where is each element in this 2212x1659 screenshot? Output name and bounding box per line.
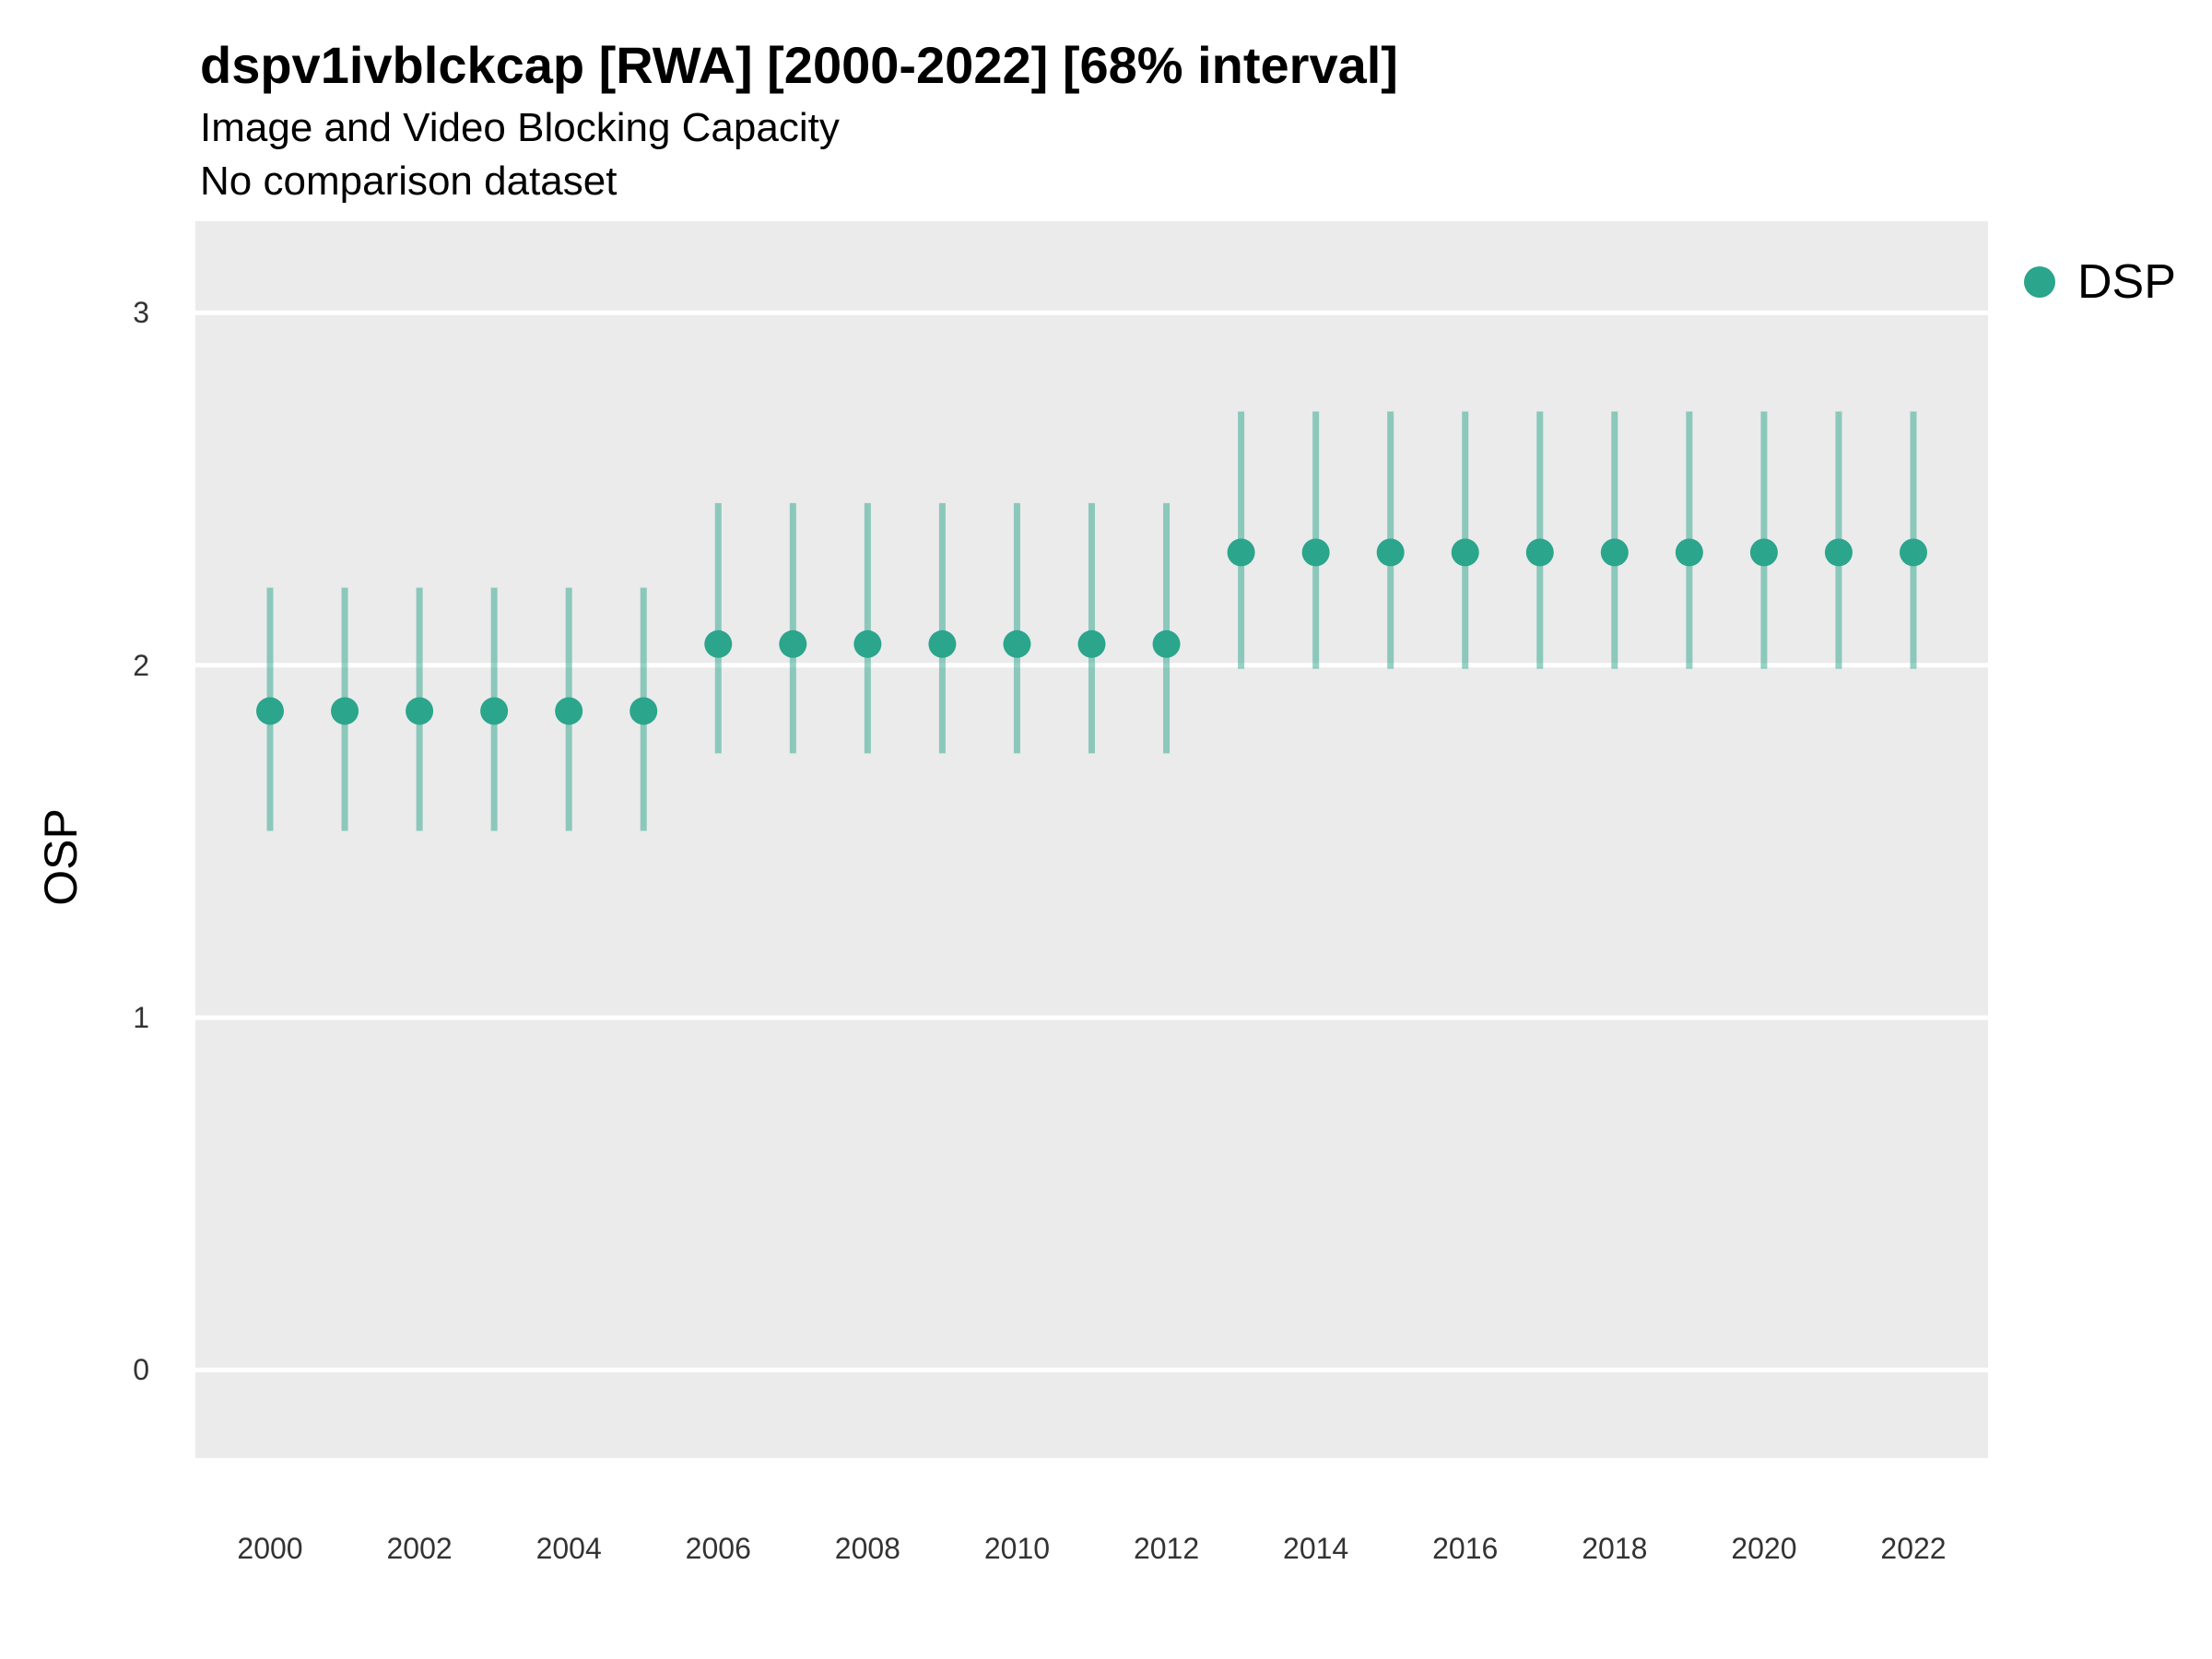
- plot-panel: [195, 221, 1988, 1458]
- legend-label: DSP: [2077, 255, 2176, 309]
- x-tick-label-2014: 2014: [1283, 1532, 1349, 1565]
- x-tick-label-2006: 2006: [685, 1532, 751, 1565]
- data-point-2000: [256, 697, 284, 725]
- x-tick-label-2000: 2000: [237, 1532, 303, 1565]
- x-tick-label-2018: 2018: [1582, 1532, 1648, 1565]
- data-point-2009: [928, 629, 957, 658]
- data-point-2012: [1152, 629, 1181, 658]
- data-point-2005: [629, 697, 658, 725]
- data-point-2013: [1227, 538, 1255, 567]
- legend-point-swatch: [2024, 266, 2055, 298]
- plot-svg: [195, 310, 1988, 1372]
- data-point-2002: [406, 697, 434, 725]
- y-tick-label-0: 0: [133, 1353, 149, 1387]
- data-point-2015: [1376, 538, 1405, 567]
- data-point-2008: [853, 629, 882, 658]
- data-point-2021: [1824, 538, 1853, 567]
- data-point-2017: [1525, 538, 1554, 567]
- x-tick-label-2008: 2008: [834, 1532, 900, 1565]
- chart-note: No comparison dataset: [200, 159, 618, 204]
- x-tick-label-2010: 2010: [983, 1532, 1051, 1565]
- data-point-2006: [704, 629, 733, 658]
- data-point-2014: [1301, 538, 1330, 567]
- y-axis-title: OSP: [35, 808, 87, 906]
- data-point-2001: [331, 697, 359, 725]
- data-point-2007: [779, 629, 807, 658]
- x-tick-label-2004: 2004: [535, 1532, 602, 1565]
- legend: DSP: [2024, 254, 2176, 310]
- y-tick-label-3: 3: [133, 296, 149, 330]
- data-point-2011: [1077, 629, 1106, 658]
- data-point-2020: [1749, 538, 1778, 567]
- chart-subtitle: Image and Video Blocking Capacity: [200, 105, 840, 150]
- data-point-2003: [480, 697, 509, 725]
- x-tick-label-2020: 2020: [1731, 1532, 1797, 1565]
- x-tick-label-2002: 2002: [386, 1532, 453, 1565]
- x-tick-label-2012: 2012: [1133, 1532, 1200, 1565]
- chart-title: dspv1ivblckcap [RWA] [2000-2022] [68% in…: [200, 36, 1398, 94]
- data-point-2010: [1003, 629, 1031, 658]
- data-point-2018: [1600, 538, 1629, 567]
- y-tick-label-1: 1: [133, 1001, 149, 1035]
- x-tick-label-2022: 2022: [1880, 1532, 1947, 1565]
- y-tick-label-2: 2: [133, 648, 149, 682]
- data-point-2019: [1675, 538, 1703, 567]
- data-point-2016: [1451, 538, 1479, 567]
- data-point-2004: [555, 697, 583, 725]
- data-point-2022: [1900, 538, 1927, 567]
- x-tick-label-2016: 2016: [1432, 1532, 1499, 1565]
